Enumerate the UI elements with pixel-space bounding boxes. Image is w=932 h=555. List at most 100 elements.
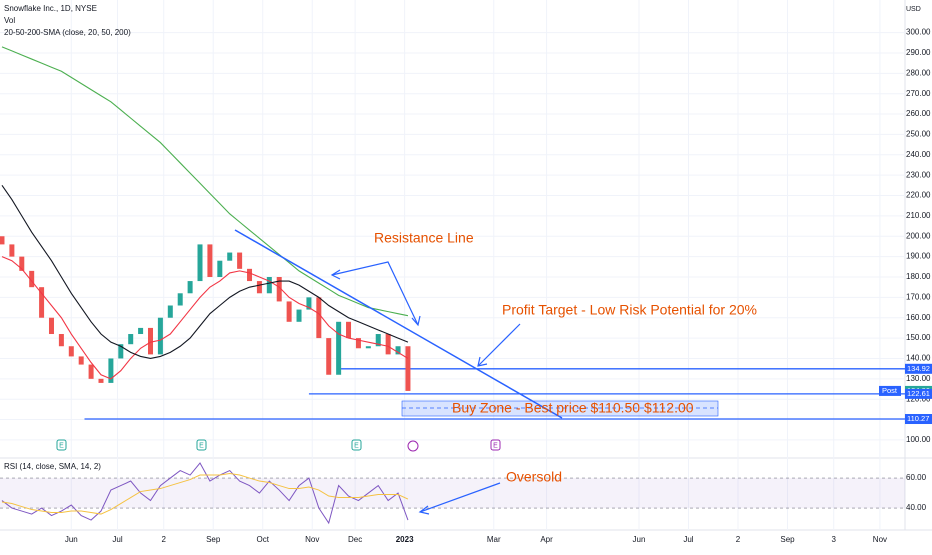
candle: [148, 327, 154, 355]
arrow-head: [330, 269, 341, 280]
oversold-arrow: [419, 482, 501, 513]
candle: [395, 346, 401, 355]
y-tick-label: 250.00: [906, 130, 931, 139]
sma-line: [1, 256, 409, 380]
arrow-head: [411, 315, 421, 327]
post-tag-label: Post: [882, 386, 898, 395]
candle: [167, 305, 173, 318]
candle: [39, 287, 45, 318]
price-tag-label: 122.61: [907, 389, 930, 398]
earnings-icons: E E E E: [56, 439, 501, 452]
candle: [316, 297, 322, 339]
svg-text:E: E: [59, 442, 64, 449]
annotation: Profit Target - Low Risk Potential for 2…: [502, 302, 757, 318]
candle: [138, 327, 144, 335]
candle: [326, 338, 332, 375]
currency: USD: [906, 6, 921, 13]
y-tick-label: 150.00: [906, 333, 931, 342]
candle: [108, 358, 114, 383]
post-tag: [879, 385, 901, 396]
svg-text:E: E: [199, 442, 204, 449]
arrow-head: [418, 505, 430, 515]
candle: [128, 334, 134, 345]
rsi-band: [0, 478, 905, 509]
y-tick-label: 130.00: [906, 374, 931, 383]
x-tick-label: 2: [736, 535, 741, 544]
x-tick-label: Mar: [487, 535, 501, 544]
y-tick-label: 210.00: [906, 211, 931, 220]
candle: [68, 346, 74, 357]
candle: [336, 321, 342, 375]
x-tick-label: Dec: [348, 535, 362, 544]
candle: [19, 256, 25, 271]
x-tick-label: Apr: [540, 535, 553, 544]
svg-text:E: E: [354, 442, 359, 449]
candle: [118, 344, 124, 359]
candle: [355, 338, 361, 349]
candle: [9, 244, 15, 257]
price-tag: [905, 363, 932, 374]
sma-line: [1, 185, 409, 360]
title: Snowflake Inc., 1D, NYSE: [4, 4, 97, 13]
y-tick-label: 300.00: [906, 28, 931, 37]
x-tick-label: Sep: [780, 535, 795, 544]
y-tick-label: 280.00: [906, 68, 931, 77]
y-tick-label: 270.00: [906, 89, 931, 98]
candle: [58, 334, 64, 347]
y-tick-label: 40.00: [906, 503, 927, 512]
y-tick-label: 260.00: [906, 109, 931, 118]
x-tick-label: Jun: [65, 535, 78, 544]
x-tick-label: Jul: [112, 535, 122, 544]
annotation: Buy Zone - Best price $110.50 $112.00: [452, 400, 694, 416]
candle: [227, 252, 233, 261]
annotation: Oversold: [506, 469, 562, 485]
y-tick-label: 160.00: [906, 313, 931, 322]
candle: [177, 293, 183, 306]
candle: [296, 309, 302, 322]
candle: [266, 276, 272, 294]
x-tick-label: Jun: [633, 535, 646, 544]
x-tick-label: 2023: [396, 535, 414, 544]
candle: [187, 281, 193, 294]
annotation: Resistance Line: [374, 230, 474, 246]
arrow-head: [477, 356, 488, 367]
rsi-line: [1, 462, 409, 525]
candle: [0, 236, 5, 245]
sma-line: [1, 46, 409, 317]
x-tick-label: Sep: [206, 535, 221, 544]
candle: [405, 346, 411, 391]
candle: [98, 378, 104, 383]
candle: [78, 356, 84, 365]
candle: [207, 244, 213, 277]
resistance-line: [234, 229, 563, 419]
x-tick-label: 2: [161, 535, 166, 544]
price-tag: [905, 414, 932, 425]
y-tick-label: 190.00: [906, 252, 931, 261]
y-tick-label: 60.00: [906, 473, 927, 482]
x-tick-label: Nov: [873, 535, 887, 544]
y-tick-label: 290.00: [906, 48, 931, 57]
candle: [247, 268, 253, 282]
candle: [385, 334, 391, 355]
y-tick-label: 200.00: [906, 231, 931, 240]
resistance-arrows: [331, 261, 419, 326]
y-tick-label: 230.00: [906, 170, 931, 179]
y-tick-label: 140.00: [906, 354, 931, 363]
candle: [365, 346, 371, 349]
grid: [0, 0, 905, 530]
candle: [88, 364, 94, 379]
candle: [276, 276, 282, 302]
candle: [217, 260, 223, 277]
y-tick-label: 170.00: [906, 292, 931, 301]
x-tick-label: 3: [831, 535, 836, 544]
x-tick-label: Oct: [256, 535, 269, 544]
svg-text:E: E: [493, 442, 498, 449]
candle: [197, 244, 203, 282]
x-tick-label: Jul: [683, 535, 693, 544]
candle: [237, 252, 243, 269]
y-tick-label: 220.00: [906, 191, 931, 200]
rsi-title: RSI (14, close, SMA, 14, 2): [4, 462, 101, 471]
candle: [48, 317, 54, 335]
